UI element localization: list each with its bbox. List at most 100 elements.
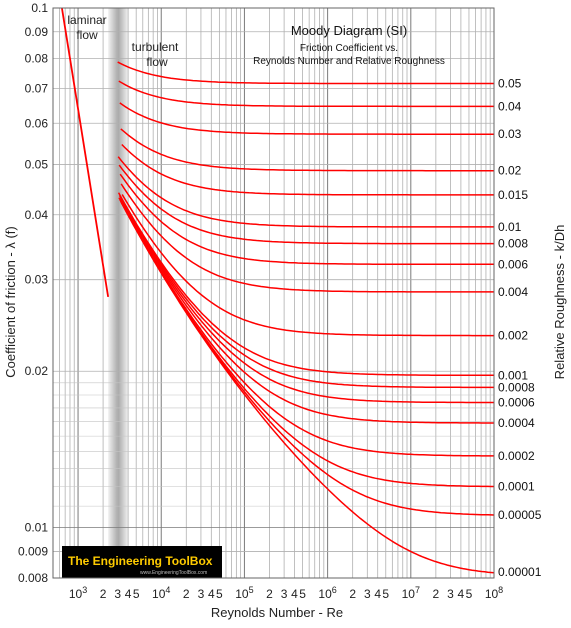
y2-axis-label: Relative Roughness - k/Dh: [552, 225, 567, 380]
y-tick-label: 0.07: [25, 81, 49, 95]
roughness-label: 0.0004: [498, 416, 535, 430]
y-tick-label: 0.008: [18, 571, 48, 585]
roughness-curve: [118, 195, 494, 389]
turbulent-annotation-line1: turbulent: [132, 40, 179, 54]
x-tick-base: 10: [69, 587, 83, 601]
roughness-label: 0.0008: [498, 380, 535, 394]
x-tick-exponent: 8: [498, 585, 503, 595]
y-tick-label: 0.04: [25, 208, 49, 222]
x-tick-exponent: 4: [165, 585, 170, 595]
x-tick-exponent: 5: [249, 585, 254, 595]
roughness-curve: [120, 200, 494, 424]
x-tick-minor-label: 2: [266, 587, 273, 601]
x-tick-base: 10: [235, 587, 249, 601]
x-tick-minor-label: 3: [281, 587, 288, 601]
x-tick-minor-label: 2: [349, 587, 356, 601]
roughness-curve: [117, 61, 494, 85]
x-tick-exponent: 3: [82, 585, 87, 595]
roughness-curve: [120, 183, 494, 293]
x-tick-label: 107: [402, 585, 420, 601]
roughness-curve: [119, 197, 494, 404]
roughness-curve: [117, 156, 494, 228]
x-tick-minor-label: 5: [382, 587, 389, 601]
y-tick-label: 0.01: [25, 521, 49, 535]
roughness-curve: [117, 192, 494, 377]
chart-title: Moody Diagram (SI): [291, 23, 407, 38]
turbulent-annotation-line2: flow: [146, 55, 168, 69]
roughness-label: 0.001: [498, 368, 528, 382]
y-tick-label: 0.08: [25, 51, 49, 65]
roughness-curve: [119, 173, 494, 266]
laminar-line: [61, 7, 110, 298]
roughness-label: 0.00001: [498, 565, 542, 579]
roughness-label: 0.05: [498, 77, 522, 91]
chart-subtitle-line2: Reynolds Number and Relative Roughness: [253, 56, 445, 67]
roughness-label: 0.01: [498, 220, 522, 234]
roughness-curve: [120, 201, 495, 574]
x-tick-base: 10: [318, 587, 332, 601]
plot-frame: [52, 7, 495, 579]
y-tick-labels: 0.1 0.09 0.08 0.07 0.06 0.05 0.04 0.03 0.02 0.01 0…: [18, 1, 48, 585]
x-tick-labels: 103 2 3 4 5 104 2 3 4 5 105 2 3 4 5 106 2 3 4 5 107 2 3 4 5 108: [69, 585, 503, 601]
x-axis-label: Reynolds Number - Re: [211, 605, 343, 620]
logo-layer: The Engineering ToolBox www.EngineeringT…: [62, 546, 222, 578]
x-tick-minor-label: 2: [433, 587, 440, 601]
x-tick-minor-label: 3: [114, 587, 121, 601]
roughness-curve: [121, 143, 494, 196]
x-tick-label: 104: [152, 585, 170, 601]
y-tick-label: 0.03: [25, 273, 49, 287]
chart-subtitle-line1: Friction Coefficient vs.: [300, 43, 398, 54]
roughness-label: 0.03: [498, 127, 522, 141]
roughness-label: 0.02: [498, 164, 522, 178]
roughness-label: 0.006: [498, 257, 528, 271]
x-tick-minor-label: 3: [447, 587, 454, 601]
x-tick-minor-label: 5: [299, 587, 306, 601]
x-tick-minor-label: 4: [208, 587, 215, 601]
x-tick-exponent: 7: [415, 585, 420, 595]
roughness-curve: [121, 194, 494, 337]
roughness-label: 0.0001: [498, 480, 535, 494]
logo-title: The Engineering ToolBox: [68, 554, 213, 568]
x-tick-label: 103: [69, 585, 87, 601]
y-tick-label: 0.09: [25, 25, 49, 39]
x-tick-minor-label: 2: [100, 587, 107, 601]
roughness-curve: [120, 128, 494, 172]
x-tick-minor-label: 5: [133, 587, 140, 601]
x-tick-label: 105: [235, 585, 253, 601]
x-tick-exponent: 6: [332, 585, 337, 595]
x-tick-label: 108: [485, 585, 503, 601]
x-tick-minor-label: 4: [291, 587, 298, 601]
x-tick-minor-label: 3: [364, 587, 371, 601]
roughness-curve: [119, 102, 494, 135]
roughness-label: 0.008: [498, 237, 528, 251]
roughness-labels: 0.05 0.04 0.03 0.02 0.015 0.01 0.008 0.006 0.004…: [498, 77, 542, 579]
roughness-label: 0.002: [498, 329, 528, 343]
x-tick-base: 10: [485, 587, 499, 601]
x-tick-minor-label: 4: [374, 587, 381, 601]
x-tick-base: 10: [152, 587, 166, 601]
y-tick-label: 0.05: [25, 157, 49, 171]
y-tick-label: 0.06: [25, 116, 49, 130]
roughness-label: 0.004: [498, 285, 528, 299]
logo-url: www.EngineeringToolBox.com: [140, 570, 207, 576]
roughness-label: 0.04: [498, 99, 522, 113]
roughness-curve: [121, 203, 494, 457]
roughness-label: 0.015: [498, 188, 528, 202]
y-tick-label: 0.02: [25, 364, 49, 378]
grid-layer: [52, 7, 495, 579]
x-tick-minor-label: 3: [198, 587, 205, 601]
curve-layer: [61, 7, 495, 574]
x-tick-minor-label: 2: [183, 587, 190, 601]
roughness-curve: [118, 80, 494, 108]
roughness-label: 0.00005: [498, 508, 542, 522]
x-tick-label: 106: [318, 585, 336, 601]
roughness-curve: [118, 164, 494, 245]
x-tick-minor-label: 5: [216, 587, 223, 601]
x-tick-minor-label: 4: [125, 587, 132, 601]
y-axis-label: Coefficient of friction - λ (f): [3, 226, 18, 377]
laminar-annotation-line2: flow: [76, 28, 98, 42]
x-tick-base: 10: [402, 587, 416, 601]
roughness-label: 0.0002: [498, 449, 535, 463]
